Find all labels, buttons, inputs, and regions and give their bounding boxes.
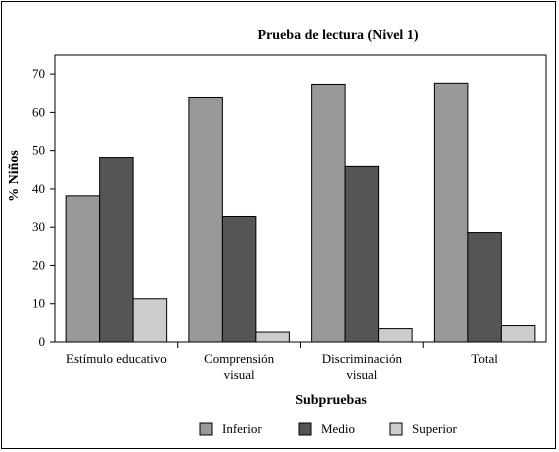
category-labels: Estímulo educativo ComprensiónvisualDiscr…: [66, 342, 498, 382]
legend-label-medio: Medio: [321, 421, 355, 436]
x-category-label: visual: [346, 367, 377, 382]
y-tick-label: 70: [32, 66, 45, 81]
bar-medio: [221, 215, 257, 343]
bar-superior: [132, 298, 168, 343]
bar-inferior: [65, 195, 101, 343]
bar-inferior: [311, 83, 346, 343]
y-tick-label: 10: [32, 296, 45, 311]
x-category-label: Discriminación: [322, 351, 403, 366]
y-axis-title: % Niños: [7, 150, 22, 202]
bars-group: [65, 82, 536, 343]
x-category-label: Total: [471, 351, 498, 366]
bar-medio: [467, 232, 502, 343]
y-tick-label: 60: [32, 104, 45, 119]
legend: Inferior Medio Superior: [199, 421, 457, 436]
y-tick-label: 20: [32, 257, 45, 272]
y-tick-label: 0: [39, 334, 46, 349]
x-axis-title: Subpruebas: [295, 393, 367, 408]
bar-superior: [255, 331, 290, 343]
y-tick-label: 50: [32, 143, 45, 158]
x-category-label: Estímulo educativo: [66, 351, 167, 366]
x-category-label: Comprensión: [204, 351, 275, 366]
chart-title: Prueba de lectura (Nivel 1): [258, 28, 419, 43]
bar-superior: [500, 325, 536, 343]
plot-area: [54, 54, 547, 343]
legend-label-superior: Superior: [412, 421, 457, 436]
legend-swatch-superior: [389, 422, 403, 436]
legend-label-inferior: Inferior: [222, 421, 262, 436]
y-axis-ticks: 0 10 20 30 40 50 60 70: [32, 66, 55, 349]
bar-inferior: [188, 96, 223, 343]
legend-swatch-medio: [298, 422, 312, 436]
x-category-label: visual: [224, 367, 255, 382]
bar-medio: [344, 165, 380, 343]
bar-medio: [99, 157, 134, 343]
legend-swatch-inferior: [199, 422, 213, 436]
y-tick-label: 40: [32, 181, 45, 196]
y-tick-label: 30: [32, 219, 45, 234]
bar-inferior: [433, 82, 469, 343]
bar-superior: [378, 328, 413, 343]
